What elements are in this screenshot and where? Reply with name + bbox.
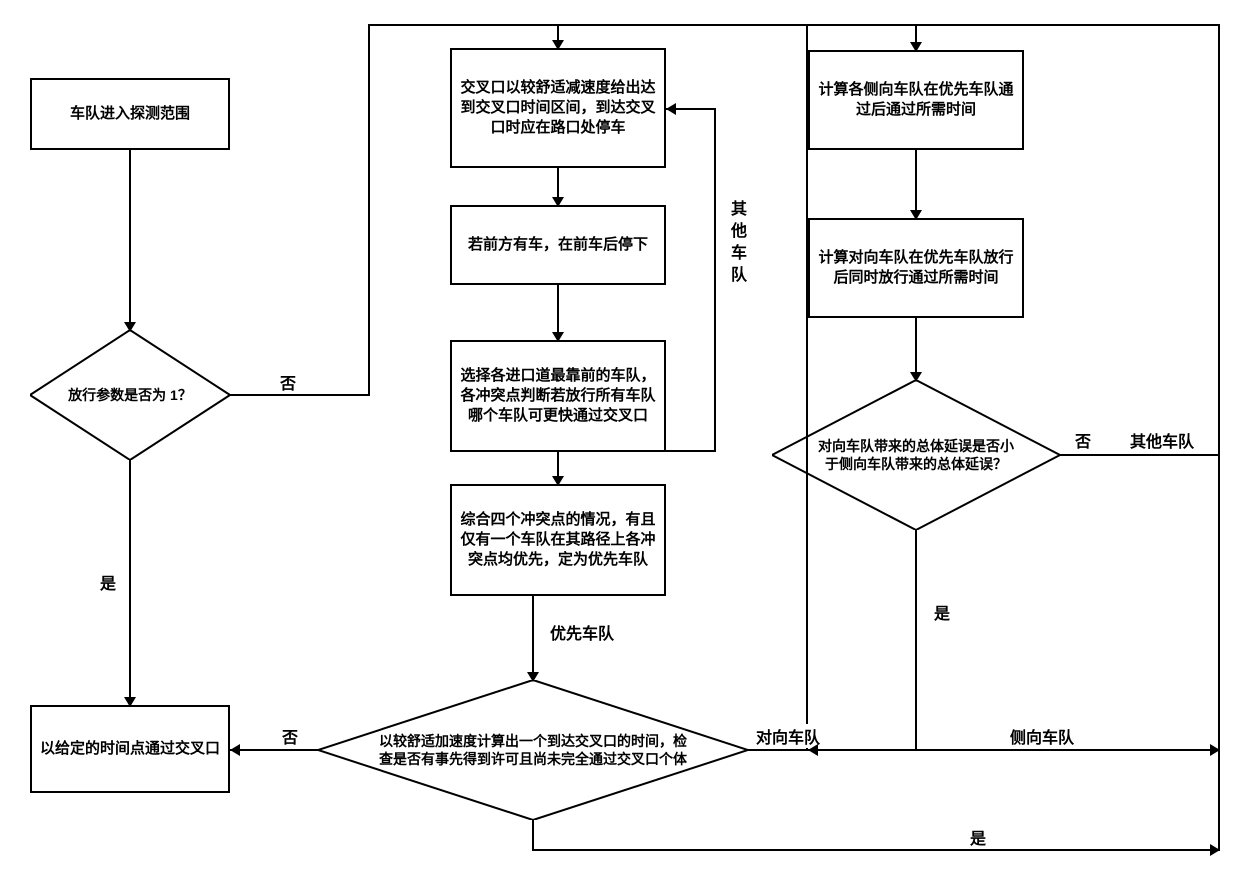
edge-d3-no-v: [1218, 24, 1220, 851]
node-b1-text: 交叉口以较舒适减速度给出达到交叉口时间区间，到达交叉口时应在路口处停车: [460, 78, 656, 139]
node-d1: 放行参数是否为 1？: [30, 330, 230, 460]
node-start: 车队进入探测范围: [30, 78, 230, 150]
edge-d2-end: [230, 749, 318, 751]
label-no3: 否: [1075, 428, 1091, 452]
node-c2-text: 计算对向车队在优先车队放行后同时放行通过所需时间: [818, 248, 1014, 289]
arrowhead-icon: [124, 322, 136, 332]
edge-d2-c1-v: [806, 24, 808, 751]
arrowhead-icon: [552, 476, 564, 486]
edge-d1-b1-h2: [368, 24, 558, 26]
label-priority-fleet: 优先车队: [550, 620, 614, 644]
arrowhead-icon: [552, 40, 564, 50]
node-b3: 选择各进口道最靠前的车队，各冲突点判断若放行所有车队哪个车队可更快通过交叉口: [450, 340, 666, 452]
node-c1: 计算各侧向车队在优先车队通过后通过所需时间: [808, 50, 1024, 150]
node-d3-text: 对向车队带来的总体延误是否小于侧向车队带来的总体延误？: [772, 437, 1060, 473]
edge-start-d1: [129, 150, 131, 330]
edge-d1-b1-h: [230, 394, 370, 396]
edge-d3-no-h: [1060, 454, 1220, 456]
node-start-text: 车队进入探测范围: [70, 104, 190, 124]
node-b4-text: 综合四个冲突点的情况，有且仅有一个车队在其路径上各冲突点均优先，定为优先车队: [460, 510, 656, 571]
label-other-fleet2: 其他车队: [1130, 428, 1194, 452]
arrowhead-icon: [910, 372, 922, 382]
node-end: 以给定的时间点通过交叉口: [30, 705, 230, 793]
edge-c1-c2: [915, 150, 917, 218]
node-d3: 对向车队带来的总体延误是否小于侧向车队带来的总体延误？: [772, 380, 1060, 530]
arrowhead-icon: [230, 744, 240, 756]
arrowhead-icon: [552, 332, 564, 342]
node-d1-text: 放行参数是否为 1？: [40, 386, 220, 404]
label-side-fleet: 侧向车队: [1010, 724, 1074, 748]
node-c2: 计算对向车队在优先车队放行后同时放行通过所需时间: [808, 218, 1024, 318]
node-d2-text: 以较舒适加速度计算出一个到达交叉口的时间，检查是否有事先得到许可且尚未完全通过交…: [318, 732, 748, 768]
edge-b4-d2: [532, 596, 534, 680]
edge-b4-b1-h: [666, 450, 716, 452]
arrowhead-icon: [666, 103, 676, 115]
arrowhead-icon: [910, 210, 922, 220]
edge-d2-yes-v: [532, 820, 534, 851]
edge-d1-end: [129, 460, 131, 705]
label-yes3: 是: [934, 600, 950, 624]
arrowhead-icon: [910, 42, 922, 52]
edge-b4-b1-v: [714, 108, 716, 452]
edge-d3-yes-v: [915, 530, 917, 749]
node-b2: 若前方有车，在前车后停下: [450, 205, 666, 285]
label-yes2: 是: [970, 825, 986, 849]
label-yes1: 是: [100, 570, 116, 594]
label-no2: 否: [282, 724, 298, 748]
node-d2: 以较舒适加速度计算出一个到达交叉口的时间，检查是否有事先得到许可且尚未完全通过交…: [318, 680, 748, 820]
node-b3-text: 选择各进口道最靠前的车队，各冲突点判断若放行所有车队哪个车队可更快通过交叉口: [460, 366, 656, 427]
edge-side-h: [915, 749, 1220, 751]
edge-c2-d3: [915, 318, 917, 380]
label-no1: 否: [280, 370, 296, 394]
arrowhead-icon: [1210, 744, 1220, 756]
edge-d2-c1-h: [748, 749, 808, 751]
edge-d2-yes-h: [532, 849, 1220, 851]
edge-d3-yes-h: [808, 749, 917, 751]
arrowhead-icon: [808, 744, 818, 756]
arrowhead-icon: [527, 672, 539, 682]
arrowhead-icon: [552, 197, 564, 207]
node-b2-text: 若前方有车，在前车后停下: [468, 235, 648, 255]
node-b1: 交叉口以较舒适减速度给出达到交叉口时间区间，到达交叉口时应在路口处停车: [450, 48, 666, 168]
node-c1-text: 计算各侧向车队在优先车队通过后通过所需时间: [818, 80, 1014, 121]
node-b4: 综合四个冲突点的情况，有且仅有一个车队在其路径上各冲突点均优先，定为优先车队: [450, 484, 666, 596]
node-end-text: 以给定的时间点通过交叉口: [40, 739, 220, 759]
arrowhead-icon: [124, 697, 136, 707]
edge-d3-no-top-h: [558, 24, 1220, 26]
edge-d1-b1-v: [368, 24, 370, 396]
label-other-fleet: 其他车队: [724, 200, 748, 288]
arrowhead-icon: [1210, 844, 1220, 856]
